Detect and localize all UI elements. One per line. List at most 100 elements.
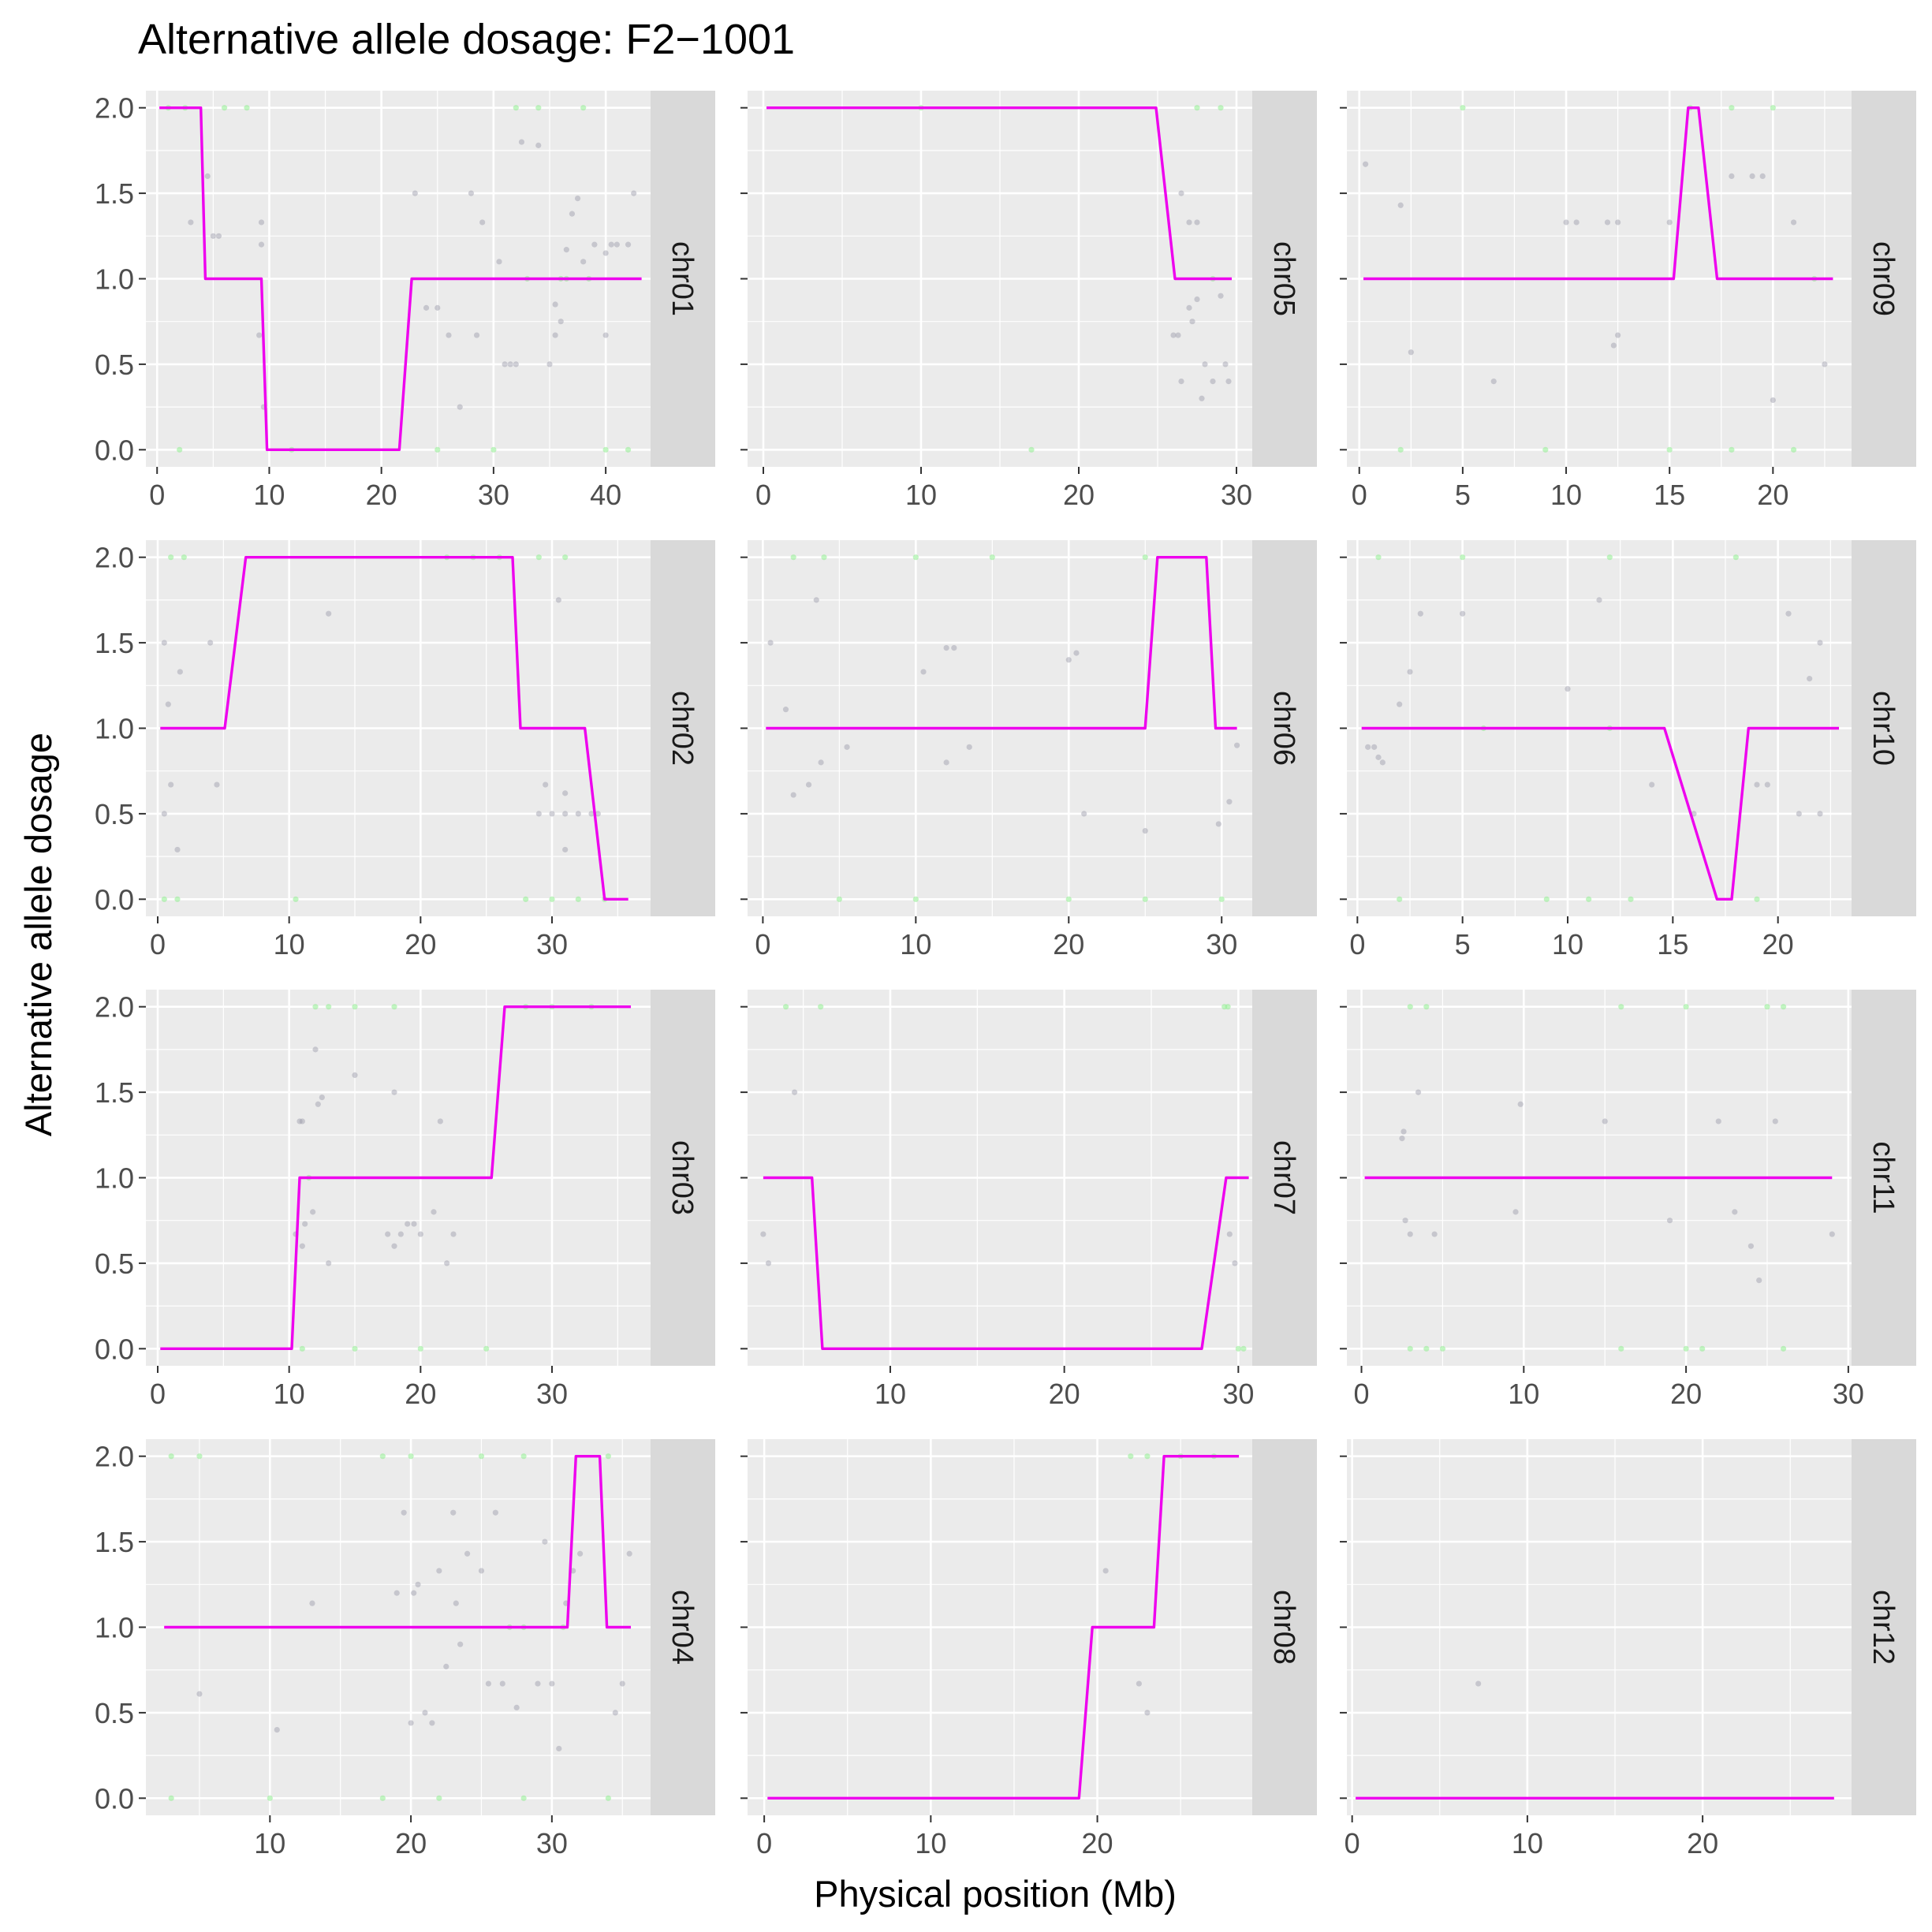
x-tick-label: 5 [1455, 479, 1471, 511]
data-point [1397, 446, 1404, 453]
data-point [1785, 610, 1792, 617]
data-point [256, 332, 263, 338]
x-tick-label: 20 [395, 1827, 427, 1859]
data-point [549, 1680, 555, 1687]
data-point [258, 241, 265, 248]
data-point [569, 211, 576, 217]
data-point [546, 361, 553, 367]
dosage-line-chr06 [766, 556, 1237, 730]
y-tick-label: 0.0 [95, 434, 134, 466]
x-tick-label: 10 [905, 479, 937, 511]
data-point [1770, 397, 1776, 404]
data-point [267, 1795, 273, 1801]
data-point [1729, 105, 1735, 111]
data-point [1475, 1680, 1482, 1687]
data-point [478, 1568, 485, 1574]
x-tick-label: 20 [405, 1378, 436, 1410]
data-point [1136, 1680, 1142, 1687]
data-point [210, 233, 216, 239]
data-point [1604, 219, 1611, 226]
data-point [1375, 754, 1382, 760]
data-point [535, 554, 542, 561]
x-tick-label: 20 [405, 928, 436, 960]
data-point [1178, 190, 1184, 196]
facet-strip [1852, 1439, 1916, 1815]
data-point [435, 304, 441, 311]
data-point [1240, 1345, 1247, 1352]
data-point [1790, 446, 1797, 453]
data-point [490, 446, 497, 453]
x-tick-label: 40 [590, 479, 621, 511]
data-point [393, 1590, 400, 1596]
facet-panel-chr06: chr06 0 10 20 30 [740, 540, 1317, 960]
data-point [765, 1260, 772, 1266]
data-point [499, 1680, 505, 1687]
data-point [1542, 446, 1549, 453]
data-point [1065, 896, 1072, 902]
data-point [401, 1509, 407, 1516]
data-point [1375, 554, 1382, 561]
data-point [760, 1231, 766, 1237]
data-point [1128, 1453, 1134, 1460]
facet-panel-chr04: chr04 0.0 0.5 1.0 1.5 2.0 10 20 30 [95, 1439, 715, 1859]
data-point [431, 1209, 437, 1215]
facet-panel-chr03: chr03 0.0 0.5 1.0 1.5 2.0 0 10 20 30 [95, 990, 715, 1410]
data-point [1232, 1260, 1238, 1266]
data-point [188, 219, 194, 226]
data-point [1460, 610, 1466, 617]
data-point [443, 1663, 449, 1669]
data-point [379, 1453, 386, 1460]
data-point [412, 190, 418, 196]
data-point [1142, 827, 1148, 834]
data-point [570, 1568, 576, 1574]
data-point [1186, 304, 1192, 311]
x-tick-label: 20 [1757, 479, 1788, 511]
data-point [1683, 1345, 1689, 1352]
data-point [302, 1221, 308, 1227]
data-point [411, 1221, 417, 1227]
data-point [1602, 1118, 1608, 1125]
data-point [608, 241, 614, 248]
data-point [352, 1004, 358, 1010]
data-point [767, 640, 774, 646]
data-point [1218, 293, 1224, 299]
data-point [326, 610, 332, 617]
x-tick-label: 10 [1552, 928, 1583, 960]
facet-strip-label: chr06 [1267, 691, 1300, 766]
data-point [1222, 361, 1229, 367]
data-point [1606, 554, 1613, 561]
facet-panel-chr07: chr07 10 20 30 [740, 990, 1317, 1410]
data-point [1764, 781, 1770, 788]
data-point [920, 669, 927, 675]
data-point [1365, 744, 1371, 750]
data-point [181, 554, 187, 561]
data-point [165, 701, 171, 707]
data-point [1397, 202, 1404, 208]
facet-panel-chr11: chr11 0 10 20 30 [1340, 990, 1916, 1410]
data-point [535, 811, 542, 817]
facet-panel-chr01: chr01 0.0 0.5 1.0 1.5 2.0 0 10 20 30 40 [95, 91, 715, 511]
data-point [912, 896, 919, 902]
data-point [575, 896, 581, 902]
data-point [1666, 446, 1673, 453]
data-point [625, 241, 632, 248]
dosage-line-chr02 [160, 556, 628, 901]
data-point [580, 105, 587, 111]
data-point [1417, 610, 1423, 617]
data-point [1764, 1004, 1770, 1010]
x-tick-label: 10 [1512, 1827, 1543, 1859]
data-point [562, 846, 569, 853]
facet-strip [651, 91, 715, 467]
data-point [782, 707, 789, 713]
x-tick-label: 30 [1222, 1378, 1254, 1410]
data-point [577, 1550, 584, 1557]
data-point [1423, 1345, 1430, 1352]
facet-strip-label: chr08 [1267, 1590, 1300, 1665]
data-point [1073, 650, 1080, 656]
data-point [415, 1581, 421, 1587]
facet-panel-chr08: chr08 0 10 20 [740, 1439, 1317, 1859]
y-tick-label: 1.5 [95, 177, 134, 210]
data-point [602, 332, 609, 338]
data-point [836, 896, 842, 902]
data-point [790, 792, 796, 798]
